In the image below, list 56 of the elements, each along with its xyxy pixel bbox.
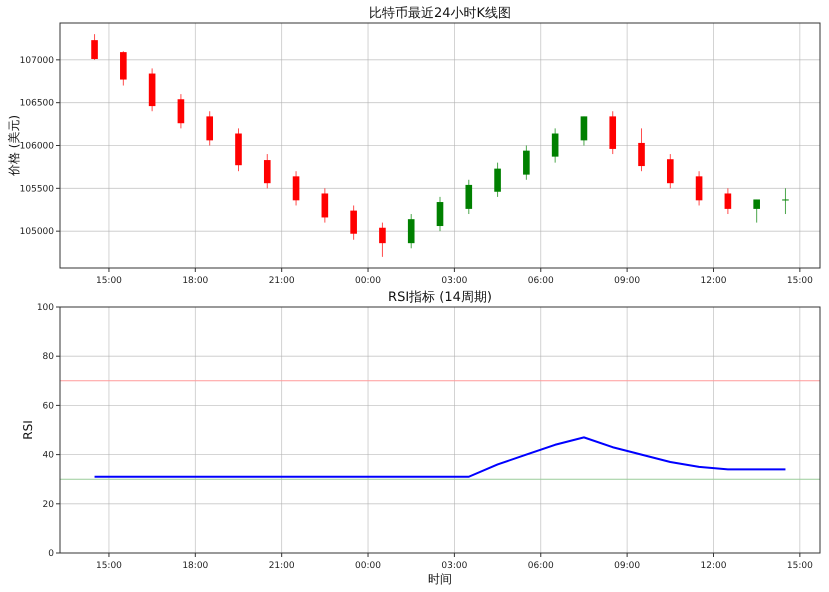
x-tick-label: 15:00 bbox=[96, 276, 122, 286]
y-axis-title: RSI bbox=[21, 420, 35, 440]
x-tick-label: 06:00 bbox=[528, 276, 554, 286]
x-tick-label: 21:00 bbox=[268, 276, 295, 286]
x-tick-label: 09:00 bbox=[614, 561, 640, 571]
chart-title: 比特币最近24小时K线图 bbox=[368, 6, 512, 21]
x-axis-title: 时间 bbox=[428, 572, 452, 586]
y-tick-label: 106000 bbox=[20, 142, 54, 152]
x-tick-label: 12:00 bbox=[700, 561, 727, 571]
y-tick-label: 107000 bbox=[20, 56, 54, 66]
x-tick-label: 09:00 bbox=[614, 276, 640, 286]
x-tick-label: 15:00 bbox=[96, 561, 122, 571]
x-tick-label: 06:00 bbox=[528, 561, 554, 571]
candlestick bbox=[206, 110, 214, 146]
y-axis-title: 价格 (美元) bbox=[7, 114, 21, 178]
candlestick bbox=[292, 170, 300, 206]
x-tick-label: 03:00 bbox=[441, 276, 468, 286]
candlestick bbox=[264, 154, 271, 189]
x-tick-label: 21:00 bbox=[268, 561, 295, 571]
y-tick-label: 105500 bbox=[20, 184, 54, 194]
candlestick bbox=[753, 198, 760, 224]
candlestick bbox=[724, 188, 732, 215]
candlestick bbox=[379, 222, 386, 258]
candlestick bbox=[523, 145, 530, 180]
candlestick bbox=[666, 154, 674, 189]
candlestick bbox=[322, 188, 328, 224]
candlestick bbox=[408, 214, 415, 249]
x-tick-label: 18:00 bbox=[182, 276, 209, 286]
candlestick bbox=[178, 94, 184, 129]
x-tick-label: 15:00 bbox=[786, 561, 814, 571]
x-tick-label: 18:00 bbox=[182, 561, 209, 571]
x-tick-label: 00:00 bbox=[355, 561, 382, 571]
chart-title: RSI指标 (14周期) bbox=[388, 290, 492, 305]
candlestick bbox=[638, 128, 645, 172]
candlestick bbox=[696, 170, 702, 206]
y-tick-label: 105000 bbox=[20, 227, 54, 238]
x-tick-label: 12:00 bbox=[700, 276, 727, 286]
candlestick bbox=[465, 179, 472, 215]
y-tick-label: 60 bbox=[42, 401, 54, 412]
y-tick-label: 80 bbox=[42, 352, 54, 362]
candlestick bbox=[350, 204, 357, 240]
candlestick bbox=[580, 116, 588, 146]
candlestick bbox=[436, 196, 444, 232]
candlestick bbox=[782, 188, 789, 215]
candlestick bbox=[91, 34, 98, 60]
y-tick-label: 40 bbox=[42, 450, 54, 461]
y-tick-label: 100 bbox=[36, 303, 54, 313]
x-tick-label: 03:00 bbox=[441, 561, 468, 571]
y-tick-label: 0 bbox=[48, 549, 54, 559]
x-tick-label: 00:00 bbox=[355, 276, 382, 286]
candlestick bbox=[494, 162, 501, 198]
x-tick-label: 15:00 bbox=[786, 276, 814, 286]
y-tick-label: 106500 bbox=[20, 98, 54, 109]
line-series bbox=[94, 436, 786, 478]
y-tick-label: 20 bbox=[42, 500, 54, 510]
candlestick bbox=[552, 128, 558, 164]
